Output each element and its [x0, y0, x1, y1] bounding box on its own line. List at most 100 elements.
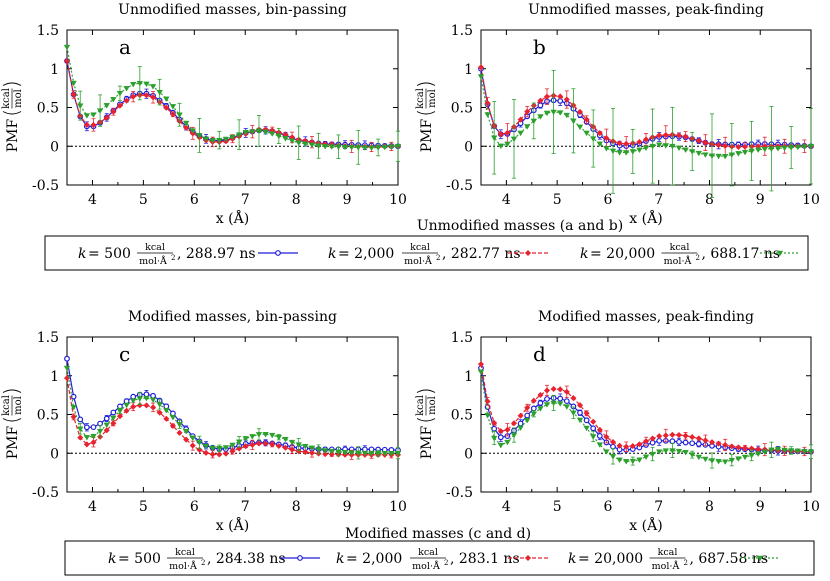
- chart-panel-c: -0.5 0 0.5 1 1.5 4 5 6 7 8 9 10 Modified masses, bin…: [1, 309, 407, 534]
- data-point: [249, 441, 256, 448]
- data-point: [216, 451, 223, 458]
- data-point: [517, 420, 524, 427]
- data-point: [504, 439, 511, 446]
- data-point: [636, 147, 643, 154]
- data-point: [269, 441, 276, 448]
- data-point: [90, 121, 97, 128]
- x-tick-label: 4: [88, 192, 97, 208]
- y-axis-label: PMF kcal mol: [415, 82, 438, 152]
- data-point: [182, 429, 190, 435]
- data-point: [695, 454, 703, 461]
- data-point: [563, 388, 570, 395]
- data-point: [490, 435, 498, 442]
- data-point: [708, 439, 716, 446]
- data-point: [156, 402, 163, 408]
- data-point: [202, 136, 210, 143]
- data-point: [524, 404, 531, 411]
- data-point: [116, 408, 124, 415]
- data-point: [774, 146, 782, 152]
- data-point: [77, 434, 84, 441]
- data-point: [662, 132, 669, 139]
- data-point: [629, 149, 637, 155]
- data-point: [741, 444, 749, 452]
- data-point: [368, 145, 375, 152]
- x-axis-label: x (Å): [629, 516, 662, 534]
- data-point: [381, 144, 388, 151]
- data-point: [636, 457, 643, 464]
- legend-unit-den: mol·Å: [139, 255, 167, 267]
- data-point: [537, 391, 544, 399]
- data-point: [163, 408, 170, 414]
- legend-caption-modified: Modified masses (c and d): [345, 526, 531, 542]
- data-point: [202, 443, 210, 450]
- data-point: [523, 124, 531, 130]
- data-point: [642, 438, 650, 445]
- data-point: [557, 386, 564, 393]
- data-point: [576, 402, 584, 409]
- legend-sample-marker: [524, 554, 532, 562]
- data-point: [129, 398, 137, 404]
- plot-frame: [480, 336, 812, 493]
- data-point: [255, 128, 263, 135]
- y-tick-label: -0.5: [32, 178, 59, 194]
- data-point: [484, 413, 491, 419]
- series-k20000: [63, 44, 402, 165]
- series-k20000: [477, 69, 815, 198]
- data-point: [590, 425, 597, 432]
- data-point: [328, 144, 336, 150]
- data-point: [517, 130, 524, 137]
- data-point: [510, 432, 518, 439]
- data-point: [609, 454, 617, 460]
- data-point: [537, 97, 544, 104]
- data-point: [196, 133, 203, 139]
- data-point: [235, 439, 243, 446]
- data-point: [543, 110, 551, 117]
- data-point: [70, 413, 77, 420]
- data-point: [116, 91, 124, 97]
- data-point: [83, 113, 91, 119]
- y-tick-label: 1.5: [37, 330, 59, 346]
- data-point: [537, 114, 544, 120]
- data-point: [83, 121, 90, 128]
- y-label-text: PMF: [5, 118, 21, 152]
- chart-title: Modified masses, bin-passing: [128, 309, 337, 325]
- y-tick-label: 1.5: [37, 23, 59, 39]
- data-point: [807, 144, 815, 150]
- data-point: [781, 145, 788, 152]
- data-point: [130, 403, 137, 410]
- plot-frame: [66, 336, 399, 493]
- data-point: [715, 142, 722, 149]
- data-point: [523, 417, 531, 424]
- y-label-text: PMF: [419, 118, 435, 152]
- legend-unit-den: mol·Å: [664, 255, 692, 267]
- data-point: [524, 412, 531, 419]
- data-point: [477, 361, 485, 368]
- data-point: [130, 393, 137, 400]
- data-point: [517, 425, 524, 431]
- data-point: [702, 456, 709, 463]
- data-point: [563, 96, 570, 103]
- x-tick-label: 6: [190, 192, 199, 208]
- data-point: [123, 398, 130, 405]
- data-point: [563, 112, 571, 119]
- data-point: [275, 434, 283, 441]
- x-tick-label: 10: [389, 499, 407, 515]
- y-tick-label: -0.5: [32, 485, 59, 501]
- data-point: [169, 415, 177, 421]
- y-tick-label: 0.5: [451, 101, 473, 117]
- x-tick-label: 7: [241, 499, 250, 515]
- data-point: [774, 446, 782, 453]
- paren-left: [416, 418, 436, 422]
- data-point: [754, 451, 762, 458]
- data-point: [235, 132, 243, 138]
- data-point: [748, 453, 755, 459]
- data-point: [77, 426, 84, 433]
- legend-sample-marker: [297, 555, 303, 561]
- data-point: [728, 457, 736, 464]
- y-unit-num: kcal: [415, 395, 426, 416]
- data-point: [570, 118, 577, 125]
- legend-k-symbol: k: [78, 246, 86, 262]
- series-line: [66, 46, 399, 149]
- data-point: [163, 96, 170, 103]
- series-line: [66, 367, 398, 454]
